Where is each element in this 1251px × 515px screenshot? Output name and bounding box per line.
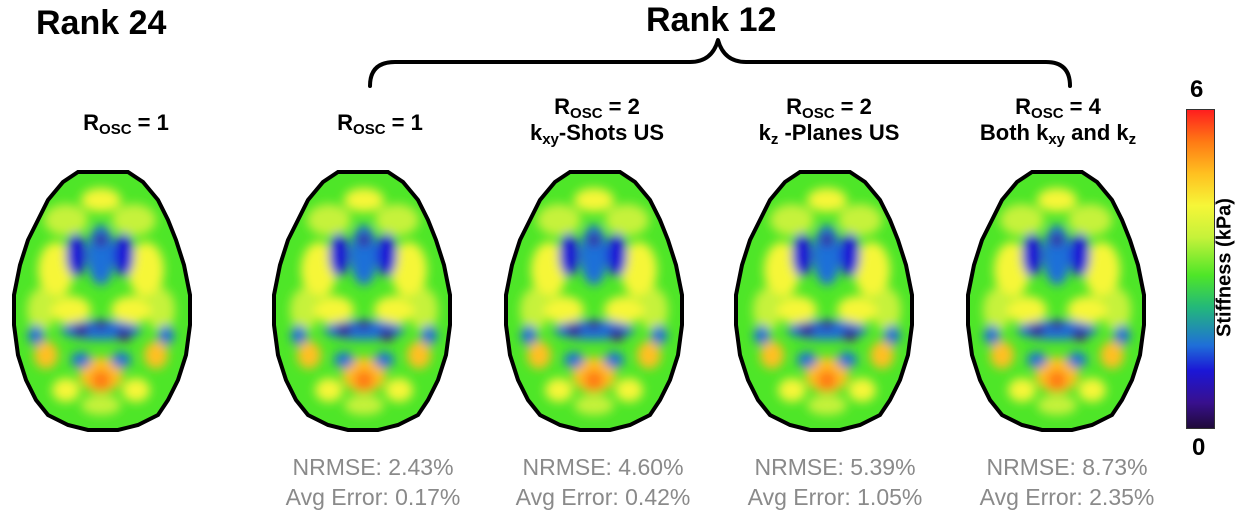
avg-error-value: Avg Error: 2.35% — [979, 484, 1155, 510]
panel-3-label: ROSC = 2 kxy-Shots US — [529, 94, 665, 148]
avg-error-value: Avg Error: 0.42% — [515, 484, 691, 510]
stiffness-colorbar — [1186, 109, 1215, 429]
colorbar-axis-label: Stiffness (kPa) — [1213, 198, 1236, 337]
avg-error-value: Avg Error: 1.05% — [747, 484, 923, 510]
colorbar-min-label: 0 — [1192, 434, 1206, 461]
panel-5-metrics: NRMSE: 8.73% Avg Error: 2.35% — [962, 452, 1172, 512]
avg-error-value: Avg Error: 0.17% — [285, 484, 461, 510]
rank24-heading: Rank 24 — [36, 4, 167, 42]
panel-3-metrics: NRMSE: 4.60% Avg Error: 0.42% — [498, 452, 708, 512]
nrmse-value: NRMSE: 2.43% — [292, 454, 454, 480]
panel-2-label: ROSC = 1 — [337, 110, 423, 138]
brain-map-2 — [272, 170, 452, 432]
colorbar-max-label: 6 — [1190, 76, 1204, 103]
rank12-heading: Rank 12 — [646, 1, 777, 39]
brain-map-3 — [504, 170, 684, 432]
panel-5-label: ROSC = 4 Both kxy and kz — [979, 94, 1137, 148]
panel-4-label: ROSC = 2 kz -Planes US — [758, 94, 900, 148]
nrmse-value: NRMSE: 5.39% — [754, 454, 916, 480]
nrmse-value: NRMSE: 8.73% — [986, 454, 1148, 480]
nrmse-value: NRMSE: 4.60% — [522, 454, 684, 480]
panel-4-metrics: NRMSE: 5.39% Avg Error: 1.05% — [730, 452, 940, 512]
panel-1-label: ROSC = 1 — [83, 110, 169, 138]
rank12-brace — [368, 38, 1072, 88]
panel-2-metrics: NRMSE: 2.43% Avg Error: 0.17% — [268, 452, 478, 512]
brain-map-5 — [966, 170, 1146, 432]
brain-map-4 — [734, 170, 914, 432]
brain-map-1 — [12, 170, 192, 432]
